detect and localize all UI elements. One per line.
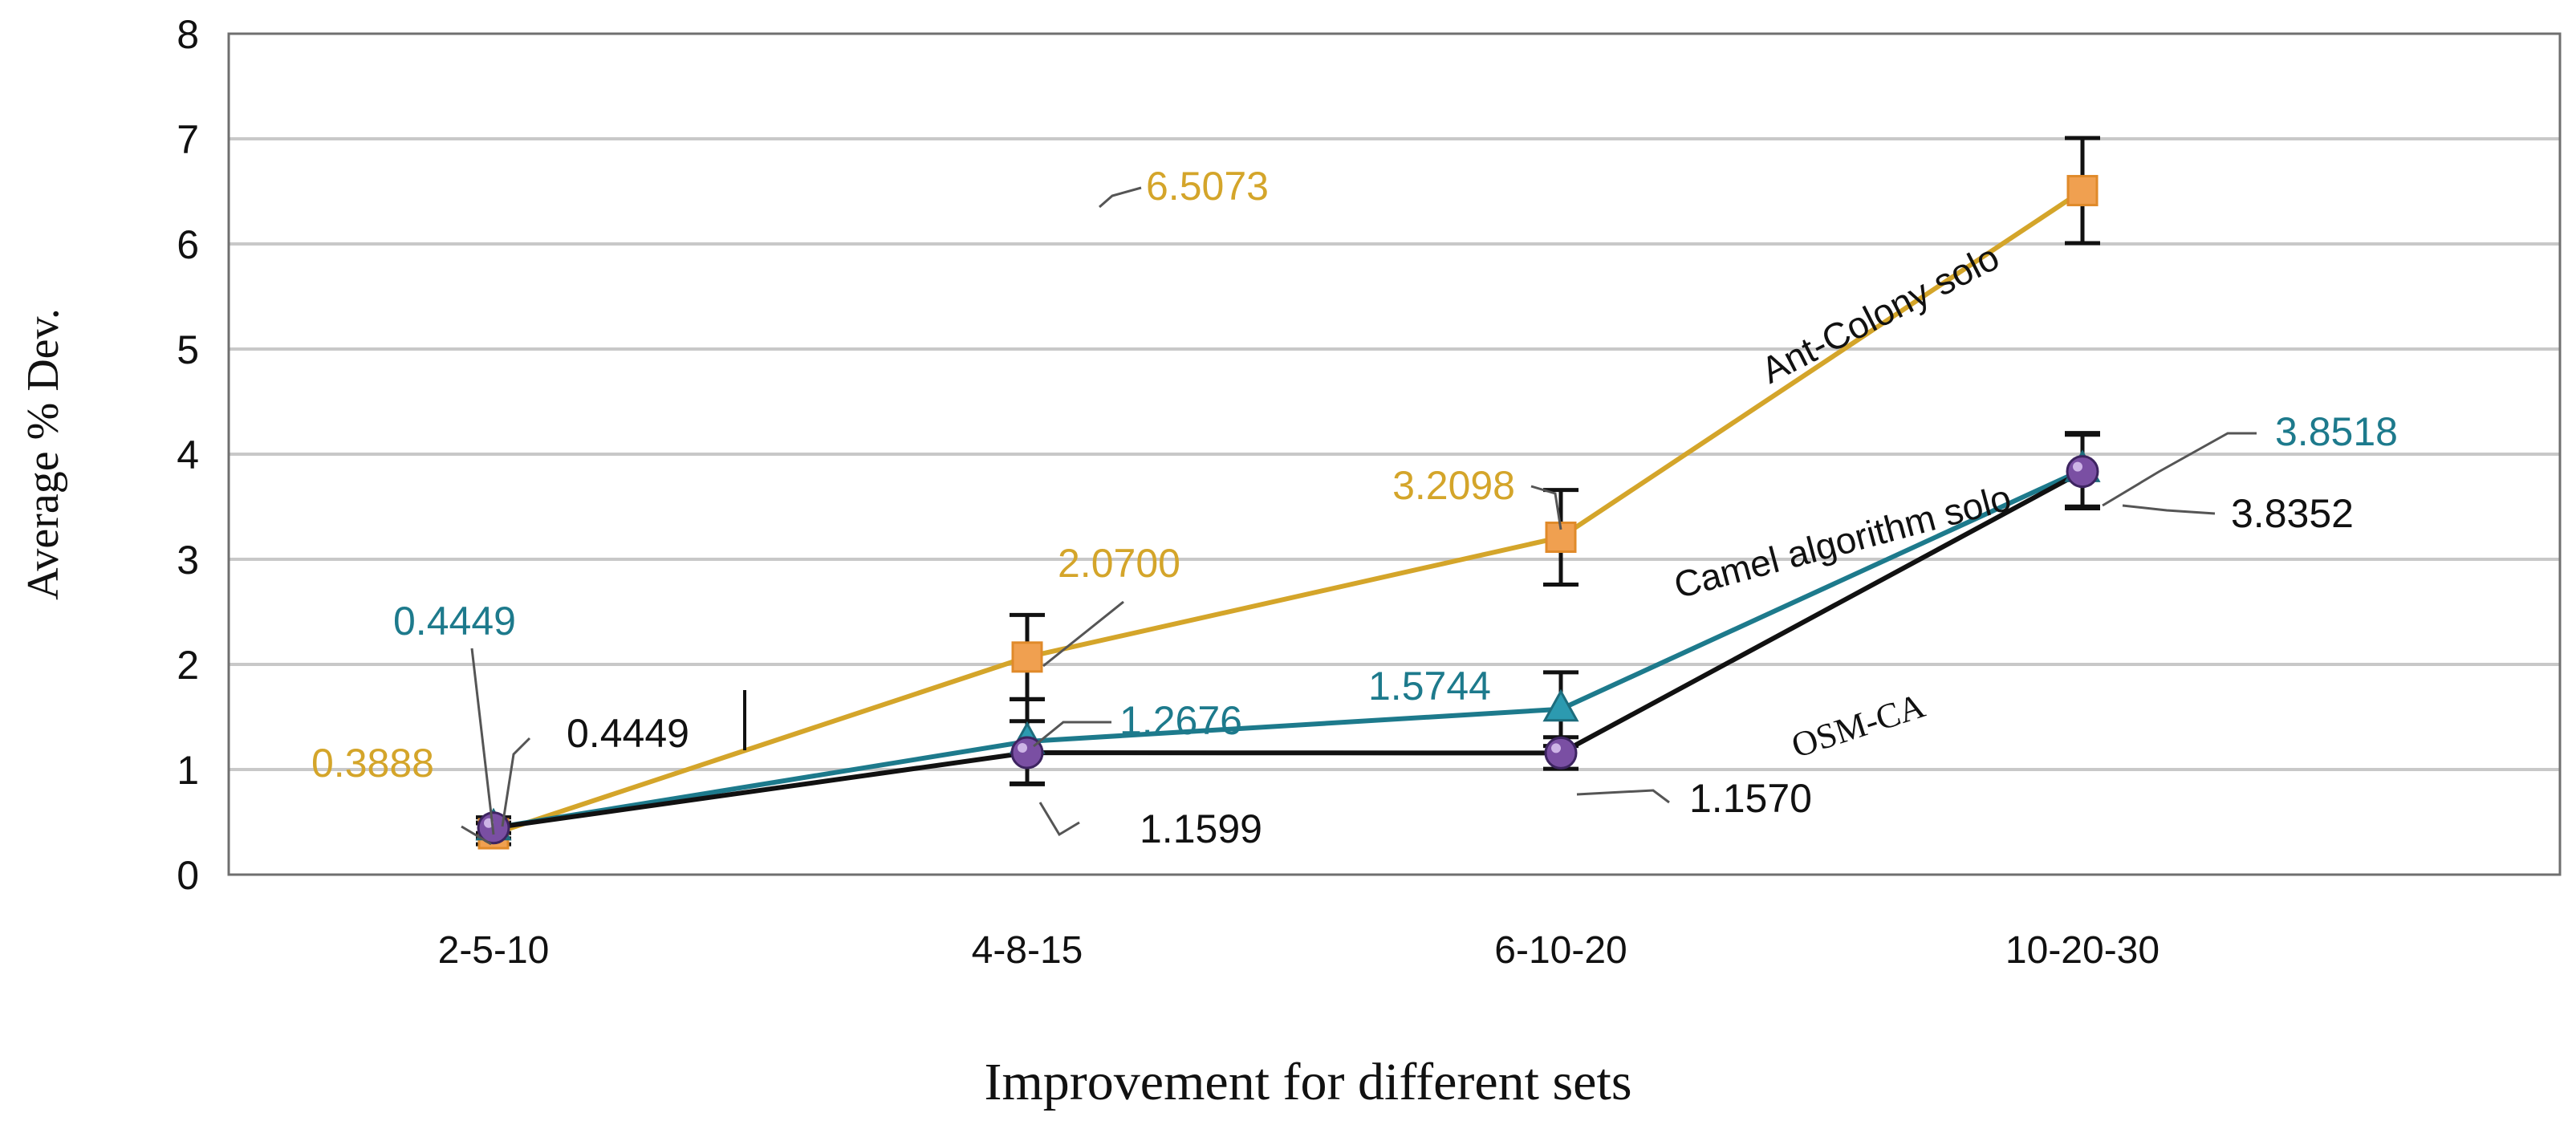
data-label: 3.8352 (2231, 491, 2354, 536)
y-tick-label: 2 (177, 643, 199, 688)
data-label: 1.1570 (1689, 776, 1812, 821)
x-axis-title: Improvement for different sets (984, 1053, 1631, 1111)
leader-line (1038, 802, 1080, 837)
x-tick-label: 2-5-10 (438, 929, 550, 972)
data-point-circle (2066, 455, 2099, 489)
data-point-square (2066, 175, 2099, 207)
y-axis-title: Average % Dev. (18, 308, 68, 600)
leader-line (1530, 485, 1562, 530)
data-label: 0.4449 (567, 711, 689, 756)
y-tick-label: 7 (177, 117, 199, 162)
series-line (493, 189, 2084, 836)
plot-frame (227, 32, 2562, 876)
series (493, 189, 2084, 836)
y-tick-label: 1 (177, 748, 199, 793)
data-point-highlight (2073, 461, 2082, 472)
x-tick-label: 4-8-15 (972, 929, 1083, 972)
leader-line (2122, 504, 2216, 515)
leader-line (1042, 600, 1124, 668)
leader-line (501, 737, 531, 827)
x-tick-label: 6-10-20 (1494, 929, 1627, 972)
x-axis-ticks: 2-5-10 4-8-15 6-10-20 10-20-30 (438, 929, 2160, 972)
series-line (493, 469, 2084, 831)
data-point-circle (1544, 736, 1578, 770)
data-label: 3.2098 (1392, 463, 1515, 508)
data-point-highlight (1551, 743, 1561, 753)
x-tick-label: 10-20-30 (2005, 929, 2160, 972)
gridlines (229, 137, 2560, 771)
data-point-square (1011, 641, 1043, 673)
y-tick-label: 8 (177, 12, 199, 57)
y-tick-label: 6 (177, 222, 199, 267)
data-label: 1.1599 (1140, 806, 1262, 851)
data-label: 3.8518 (2275, 409, 2398, 454)
data-label: 0.4449 (393, 599, 516, 644)
leader-line (461, 825, 492, 846)
leader-line (2102, 432, 2257, 507)
data-point-highlight (1018, 743, 1027, 753)
leader-line (1576, 789, 1670, 804)
data-label: 0.3888 (311, 741, 434, 786)
y-tick-label: 4 (177, 433, 199, 477)
y-tick-label: 5 (177, 327, 199, 372)
leader-line (1033, 721, 1111, 748)
data-label: 2.0700 (1058, 541, 1180, 586)
data-label: 1.2676 (1119, 698, 1242, 743)
data-label: 6.5073 (1146, 164, 1269, 209)
leader-line (470, 648, 495, 835)
y-tick-label: 3 (177, 538, 199, 583)
data-label: 1.5744 (1368, 664, 1491, 709)
data-point-triangle (1542, 688, 1579, 722)
series-line (493, 467, 2084, 831)
leader-line (1099, 186, 1142, 209)
y-tick-label: 0 (177, 853, 199, 898)
y-axis-ticks: 0 1 2 3 4 5 6 7 8 (177, 12, 199, 898)
data-labels: 0.3888 2.0700 3.2098 6.5073 0.4449 1.2676 1.57… (311, 164, 2398, 851)
